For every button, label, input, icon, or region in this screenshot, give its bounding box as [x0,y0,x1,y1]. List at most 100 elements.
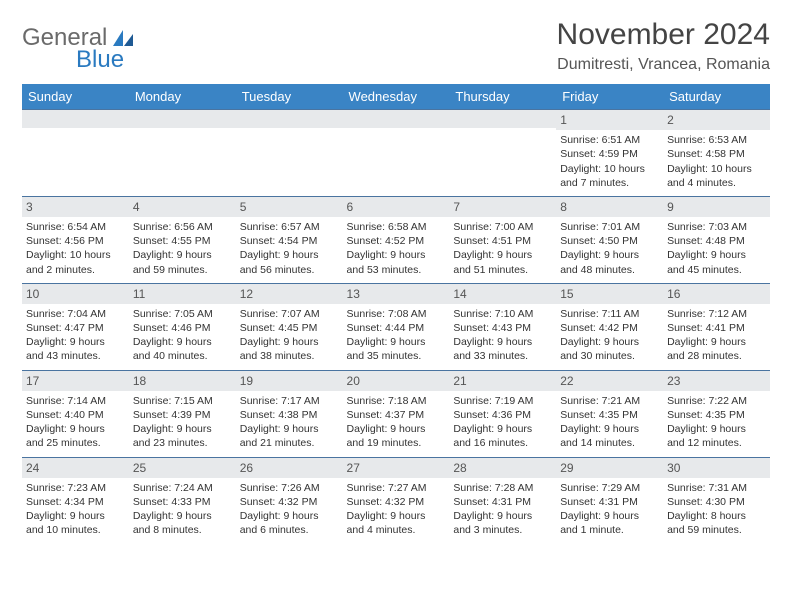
day-number: 2 [663,110,770,130]
daylight-text: Daylight: 9 hours and 25 minutes. [26,422,125,450]
daylight-text: Daylight: 9 hours and 56 minutes. [240,248,339,276]
day-number: 3 [22,197,129,217]
day-number: 28 [449,458,556,478]
daylight-text: Daylight: 9 hours and 6 minutes. [240,509,339,537]
sunrise-text: Sunrise: 7:10 AM [453,307,552,321]
day-info: Sunrise: 7:04 AMSunset: 4:47 PMDaylight:… [26,307,125,364]
daylight-text: Daylight: 9 hours and 48 minutes. [560,248,659,276]
calendar-cell: 5 Sunrise: 6:57 AMSunset: 4:54 PMDaylight… [236,196,343,283]
sunset-text: Sunset: 4:43 PM [453,321,552,335]
day-number: 25 [129,458,236,478]
day-info: Sunrise: 6:58 AMSunset: 4:52 PMDaylight:… [347,220,446,277]
location-text: Dumitresti, Vrancea, Romania [557,56,770,74]
calendar-cell: 8Sunrise: 7:01 AMSunset: 4:50 PMDaylight… [556,196,663,283]
day-number: 19 [236,371,343,391]
day-number: 8 [556,197,663,217]
daylight-text: Daylight: 9 hours and 45 minutes. [667,248,766,276]
daylight-text: Daylight: 9 hours and 14 minutes. [560,422,659,450]
daylight-text: Daylight: 9 hours and 51 minutes. [453,248,552,276]
calendar-cell: 21Sunrise: 7:19 AMSunset: 4:36 PMDayligh… [449,370,556,457]
daylight-text: Daylight: 9 hours and 1 minute. [560,509,659,537]
sunrise-text: Sunrise: 6:57 AM [240,220,339,234]
calendar-cell: 9Sunrise: 7:03 AMSunset: 4:48 PMDaylight… [663,196,770,283]
sunrise-text: Sunrise: 7:04 AM [26,307,125,321]
weekday-header: Sunday [22,84,129,110]
calendar-cell [129,110,236,197]
calendar-cell: 15Sunrise: 7:11 AMSunset: 4:42 PMDayligh… [556,283,663,370]
sunset-text: Sunset: 4:48 PM [667,234,766,248]
daylight-text: Daylight: 10 hours and 7 minutes. [560,162,659,190]
calendar-cell: 26Sunrise: 7:26 AMSunset: 4:32 PMDayligh… [236,457,343,543]
month-title: November 2024 [557,18,770,52]
sunset-text: Sunset: 4:46 PM [133,321,232,335]
calendar-cell: 18Sunrise: 7:15 AMSunset: 4:39 PMDayligh… [129,370,236,457]
day-info: Sunrise: 7:11 AMSunset: 4:42 PMDaylight:… [560,307,659,364]
sunrise-text: Sunrise: 7:14 AM [26,394,125,408]
sunset-text: Sunset: 4:54 PM [240,234,339,248]
daylight-text: Daylight: 9 hours and 12 minutes. [667,422,766,450]
calendar-cell: 7Sunrise: 7:00 AMSunset: 4:51 PMDaylight… [449,196,556,283]
day-number: 30 [663,458,770,478]
daylight-text: Daylight: 9 hours and 59 minutes. [133,248,232,276]
sunrise-text: Sunrise: 7:18 AM [347,394,446,408]
sunrise-text: Sunrise: 7:01 AM [560,220,659,234]
day-info: Sunrise: 7:18 AMSunset: 4:37 PMDaylight:… [347,394,446,451]
sunrise-text: Sunrise: 6:53 AM [667,133,766,147]
sunset-text: Sunset: 4:41 PM [667,321,766,335]
calendar-week: 17Sunrise: 7:14 AMSunset: 4:40 PMDayligh… [22,370,770,457]
day-info: Sunrise: 6:51 AMSunset: 4:59 PMDaylight:… [560,133,659,190]
sunrise-text: Sunrise: 6:56 AM [133,220,232,234]
calendar-cell [343,110,450,197]
daylight-text: Daylight: 9 hours and 35 minutes. [347,335,446,363]
sunset-text: Sunset: 4:59 PM [560,147,659,161]
logo-sail-icon [111,28,135,48]
day-info: Sunrise: 6:53 AMSunset: 4:58 PMDaylight:… [667,133,766,190]
sunset-text: Sunset: 4:42 PM [560,321,659,335]
day-number: 18 [129,371,236,391]
calendar-cell [236,110,343,197]
daylight-text: Daylight: 9 hours and 33 minutes. [453,335,552,363]
calendar-cell: 29Sunrise: 7:29 AMSunset: 4:31 PMDayligh… [556,457,663,543]
day-info: Sunrise: 6:57 AMSunset: 4:54 PMDaylight:… [240,220,339,277]
daylight-text: Daylight: 10 hours and 4 minutes. [667,162,766,190]
sunrise-text: Sunrise: 7:19 AM [453,394,552,408]
sunset-text: Sunset: 4:38 PM [240,408,339,422]
calendar-cell: 25Sunrise: 7:24 AMSunset: 4:33 PMDayligh… [129,457,236,543]
day-number: 24 [22,458,129,478]
calendar-cell: 10Sunrise: 7:04 AMSunset: 4:47 PMDayligh… [22,283,129,370]
day-info: Sunrise: 7:26 AMSunset: 4:32 PMDaylight:… [240,481,339,538]
calendar-cell: 20Sunrise: 7:18 AMSunset: 4:37 PMDayligh… [343,370,450,457]
calendar-cell: 3 Sunrise: 6:54 AMSunset: 4:56 PMDaylight… [22,196,129,283]
calendar-header-row: SundayMondayTuesdayWednesdayThursdayFrid… [22,84,770,110]
day-info: Sunrise: 7:28 AMSunset: 4:31 PMDaylight:… [453,481,552,538]
day-info: Sunrise: 7:03 AMSunset: 4:48 PMDaylight:… [667,220,766,277]
daylight-text: Daylight: 9 hours and 43 minutes. [26,335,125,363]
calendar-cell: 24 Sunrise: 7:23 AMSunset: 4:34 PMDayligh… [22,457,129,543]
day-info: Sunrise: 7:10 AMSunset: 4:43 PMDaylight:… [453,307,552,364]
daylight-text: Daylight: 10 hours and 2 minutes. [26,248,125,276]
calendar-cell: 28 Sunrise: 7:28 AMSunset: 4:31 PMDayligh… [449,457,556,543]
daylight-text: Daylight: 9 hours and 16 minutes. [453,422,552,450]
day-number: 29 [556,458,663,478]
daylight-text: Daylight: 9 hours and 38 minutes. [240,335,339,363]
calendar-cell [22,110,129,197]
sunset-text: Sunset: 4:52 PM [347,234,446,248]
daylight-text: Daylight: 9 hours and 23 minutes. [133,422,232,450]
sunrise-text: Sunrise: 7:00 AM [453,220,552,234]
calendar-cell: 12Sunrise: 7:07 AMSunset: 4:45 PMDayligh… [236,283,343,370]
sunrise-text: Sunrise: 7:28 AM [453,481,552,495]
calendar-cell: 14Sunrise: 7:10 AMSunset: 4:43 PMDayligh… [449,283,556,370]
day-number: 5 [236,197,343,217]
day-number: 16 [663,284,770,304]
weekday-header: Wednesday [343,84,450,110]
sunset-text: Sunset: 4:31 PM [560,495,659,509]
day-number-blank [449,110,556,128]
sunset-text: Sunset: 4:55 PM [133,234,232,248]
calendar-week: 3 Sunrise: 6:54 AMSunset: 4:56 PMDaylight… [22,196,770,283]
day-info: Sunrise: 7:23 AMSunset: 4:34 PMDaylight:… [26,481,125,538]
day-number: 4 [129,197,236,217]
sunrise-text: Sunrise: 7:15 AM [133,394,232,408]
day-info: Sunrise: 6:54 AMSunset: 4:56 PMDaylight:… [26,220,125,277]
day-number-blank [343,110,450,128]
calendar-cell: 30Sunrise: 7:31 AMSunset: 4:30 PMDayligh… [663,457,770,543]
